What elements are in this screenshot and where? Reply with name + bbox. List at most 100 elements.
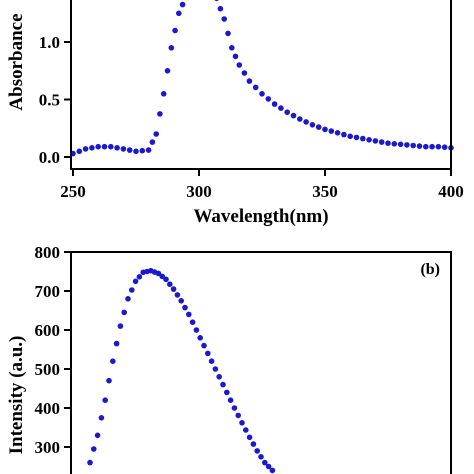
intensity-data-point <box>224 389 230 396</box>
absorbance-data-point <box>416 143 423 149</box>
absorbance-data-point <box>410 142 417 149</box>
absorbance-y-tick-label: 0.0 <box>39 148 60 167</box>
intensity-data-point <box>94 432 101 439</box>
absorbance-data-point <box>126 147 133 153</box>
absorbance-y-tick-label: 0.5 <box>39 91 60 110</box>
absorbance-data-point <box>133 148 139 155</box>
intensity-data-point <box>125 296 131 302</box>
absorbance-data-point <box>271 101 278 107</box>
intensity-data-point <box>102 397 108 404</box>
intensity-data-point <box>246 434 253 441</box>
intensity-data-point <box>98 415 105 421</box>
intensity-data-point <box>212 366 219 372</box>
absorbance-data-point <box>309 122 316 128</box>
absorbance-data-point <box>139 147 146 154</box>
absorbance-data-point <box>217 5 224 12</box>
intensity-data-point <box>239 420 245 426</box>
intensity-data-point <box>159 273 165 280</box>
intensity-y-tick-label: 300 <box>35 438 61 457</box>
absorbance-data-point <box>397 141 404 148</box>
absorbance-data-point <box>284 109 291 115</box>
absorbance-data-point <box>246 78 253 84</box>
absorbance-data-point <box>89 145 95 151</box>
intensity-data-point <box>220 381 226 388</box>
intensity-data-point <box>106 377 112 384</box>
absorbance-x-ticks: 250 300 350 400 <box>60 169 464 201</box>
absorbance-data-point <box>172 27 178 34</box>
intensity-series <box>87 267 276 474</box>
intensity-data-point <box>216 374 222 380</box>
absorbance-data-point <box>232 53 239 60</box>
absorbance-data-point <box>101 143 108 150</box>
absorbance-data-point <box>225 30 231 37</box>
absorbance-data-point <box>322 126 328 133</box>
intensity-y-tick-label: 800 <box>35 243 61 262</box>
intensity-data-point <box>262 459 268 466</box>
absorbance-x-tick-label: 400 <box>438 182 464 201</box>
absorbance-data-point <box>164 68 171 74</box>
intensity-data-point <box>170 286 177 292</box>
absorbance-data-point <box>120 146 127 152</box>
absorbance-y-axis-title: Absorbance <box>6 13 27 110</box>
absorbance-data-point <box>149 139 156 145</box>
absorbance-data-point <box>290 112 297 119</box>
absorbance-data-point <box>353 134 360 141</box>
absorbance-x-tick-label: 300 <box>186 182 212 201</box>
intensity-y-tick-label: 700 <box>35 282 61 301</box>
intensity-data-point <box>205 350 211 357</box>
absorbance-data-point <box>160 91 167 97</box>
absorbance-data-point <box>391 141 398 147</box>
intensity-data-point <box>189 319 196 326</box>
intensity-data-point <box>163 276 169 283</box>
absorbance-data-point <box>315 124 322 130</box>
intensity-panel: 300 400 500 600 700 800 (b) Intensity (a.u.) <box>6 243 452 474</box>
intensity-data-point <box>110 358 116 365</box>
intensity-data-point <box>243 427 249 433</box>
absorbance-data-point <box>366 137 372 143</box>
absorbance-series <box>70 0 454 157</box>
absorbance-data-point <box>221 16 227 22</box>
intensity-y-ticks: 300 400 500 600 700 800 <box>35 243 71 457</box>
intensity-y-tick-label: 400 <box>35 399 61 418</box>
absorbance-data-point <box>82 146 89 152</box>
absorbance-data-point <box>429 143 435 150</box>
intensity-data-point <box>193 327 200 333</box>
intensity-y-tick-label: 600 <box>35 321 61 340</box>
intensity-data-point <box>201 342 207 349</box>
intensity-data-point <box>182 304 188 311</box>
intensity-data-point <box>227 397 234 404</box>
intensity-data-point <box>129 287 135 293</box>
absorbance-data-point <box>378 139 385 145</box>
absorbance-data-point <box>303 119 309 125</box>
absorbance-data-point <box>404 142 410 148</box>
absorbance-y-ticks: 0.0 0.5 1.0 <box>39 33 71 167</box>
absorbance-data-point <box>423 143 429 150</box>
absorbance-y-tick-label: 1.0 <box>39 33 60 52</box>
absorbance-plot-frame <box>70 0 452 170</box>
intensity-data-point <box>121 309 127 316</box>
intensity-y-tick-label: 500 <box>35 360 61 379</box>
absorbance-x-axis-title: Wavelength(nm) <box>193 206 328 227</box>
intensity-data-point <box>91 446 97 452</box>
absorbance-data-point <box>95 143 101 150</box>
absorbance-data-point <box>278 105 284 111</box>
intensity-data-point <box>265 463 272 470</box>
absorbance-data-point <box>241 70 248 76</box>
absorbance-data-point <box>441 144 448 150</box>
absorbance-x-tick-label: 350 <box>312 182 338 201</box>
intensity-data-point <box>174 292 181 298</box>
intensity-data-point <box>186 311 192 318</box>
absorbance-data-point <box>259 91 265 97</box>
intensity-data-point <box>167 281 173 288</box>
intensity-data-point <box>155 270 162 277</box>
intensity-data-point <box>132 278 139 285</box>
absorbance-data-point <box>265 96 272 102</box>
absorbance-data-point <box>334 130 341 136</box>
intensity-data-point <box>136 274 143 280</box>
absorbance-data-point <box>153 131 159 137</box>
absorbance-data-point <box>114 145 120 151</box>
intensity-data-point <box>269 467 276 474</box>
intensity-data-point <box>197 335 203 341</box>
intensity-data-point <box>231 405 238 411</box>
intensity-data-point <box>258 454 264 460</box>
